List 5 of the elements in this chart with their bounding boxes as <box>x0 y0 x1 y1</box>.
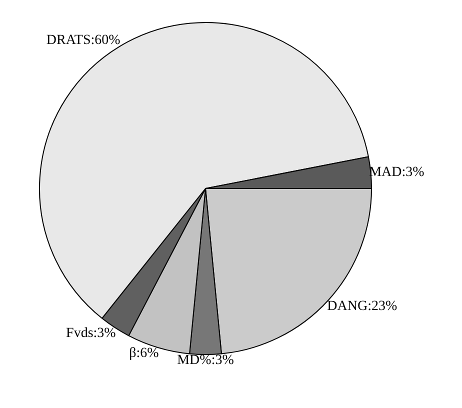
slice-label: β:6% <box>129 346 160 362</box>
slice-label: Fvds:3% <box>66 326 116 342</box>
slice-label: DRATS:60% <box>46 32 121 48</box>
slice-label: MD%:3% <box>177 352 234 368</box>
slice-label: DANG:23% <box>327 298 398 314</box>
